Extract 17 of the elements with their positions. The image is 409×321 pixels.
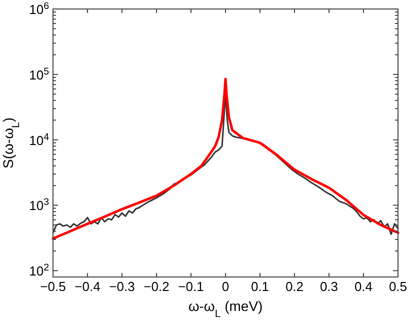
y-tick-label: 10$^{2}$ (29, 262, 49, 279)
y-tick-label: 10$^{3}$ (29, 196, 49, 214)
x-tick-label: −0.5 (40, 279, 66, 294)
y-tick-label: 10$^{6}$ (29, 0, 49, 17)
x-tick-label: −0.4 (74, 279, 100, 294)
x-axis-title: ω-ω$_{L}$ (meV) (188, 298, 263, 320)
y-tick-label: 10$^{5}$ (29, 66, 50, 82)
x-tick-label: 0.4 (354, 279, 373, 294)
x-tick-label: 0.5 (388, 279, 408, 294)
x-tick-label: 0 (222, 279, 230, 294)
x-tick-label: −0.2 (144, 279, 170, 294)
x-tick-label: 0.3 (320, 279, 338, 294)
x-tick-label: −0.3 (109, 279, 135, 294)
x-tick-label: 0.1 (250, 279, 270, 294)
y-tick-label: 10$^{4}$ (29, 131, 50, 148)
x-tick-label: 0.2 (285, 279, 304, 294)
x-tick-label: −0.1 (178, 279, 204, 294)
